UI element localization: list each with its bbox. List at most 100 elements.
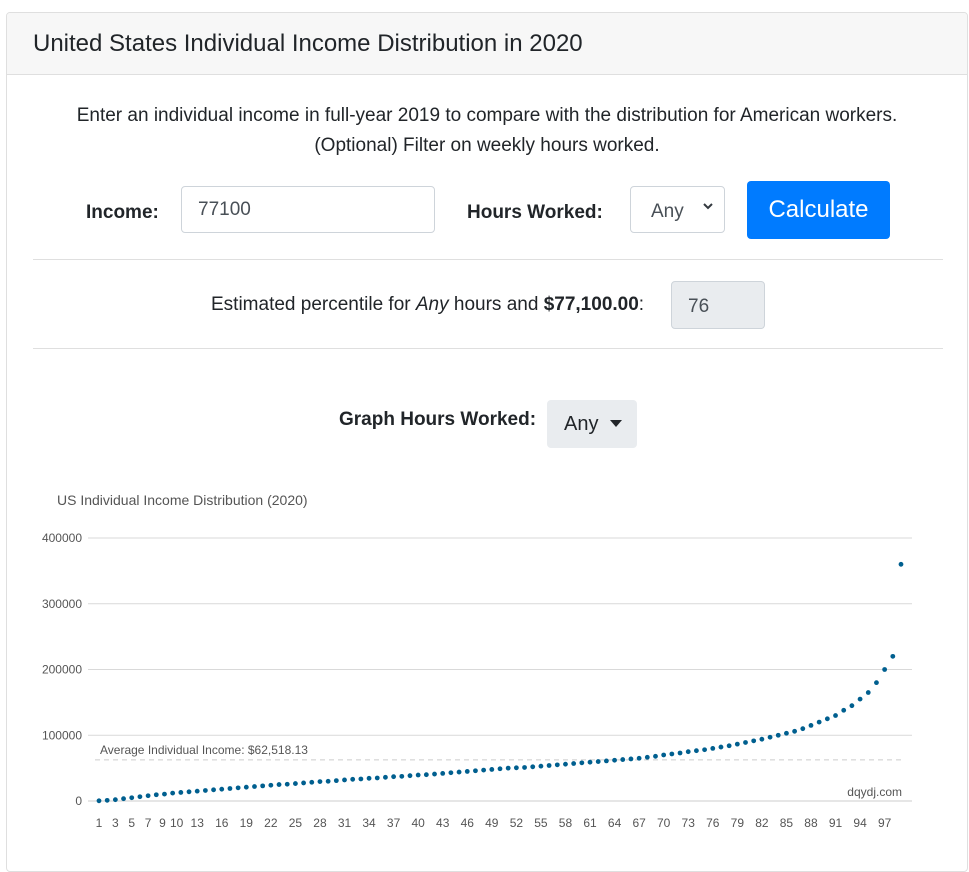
hours-worked-label: Hours Worked:: [467, 202, 603, 223]
data-point: [178, 790, 184, 795]
data-point: [456, 769, 462, 775]
data-point: [366, 775, 372, 781]
x-tick-label: 67: [632, 816, 646, 830]
data-point: [824, 716, 830, 722]
x-tick-label: 85: [780, 816, 794, 830]
data-point: [734, 741, 740, 747]
data-point: [702, 747, 707, 753]
y-tick-label: 0: [75, 794, 82, 808]
data-point: [587, 759, 593, 765]
chevron-down-icon: [702, 199, 714, 215]
x-tick-label: 88: [804, 816, 818, 830]
data-point: [129, 795, 135, 801]
data-point: [554, 762, 560, 768]
data-point: [219, 786, 225, 792]
data-point: [407, 773, 413, 779]
x-tick-label: 13: [191, 816, 205, 830]
result-hours: Any: [415, 294, 449, 315]
data-point: [137, 794, 143, 800]
data-point: [816, 719, 822, 725]
x-tick-label: 76: [706, 816, 720, 830]
data-point: [448, 770, 454, 776]
x-tick-label: 25: [289, 816, 303, 830]
calculate-button[interactable]: Calculate: [747, 181, 890, 239]
data-point: [603, 758, 609, 764]
data-point: [636, 755, 642, 761]
data-point: [644, 754, 650, 760]
x-tick-label: 64: [608, 816, 622, 830]
data-point: [96, 798, 102, 804]
x-tick-label: 31: [338, 816, 352, 830]
graph-hours-dropdown[interactable]: Any: [547, 400, 637, 448]
data-point: [252, 784, 257, 789]
data-point: [546, 763, 552, 768]
graph-hours-label: Graph Hours Worked:: [339, 409, 537, 430]
data-point: [391, 774, 397, 780]
x-tick-label: 73: [682, 816, 696, 830]
percentile-output: 76: [671, 281, 765, 329]
data-point: [513, 765, 519, 771]
income-input[interactable]: [181, 186, 435, 233]
data-point: [563, 761, 568, 767]
data-point: [530, 764, 536, 770]
x-tick-label: 19: [240, 816, 254, 830]
data-point: [358, 776, 364, 782]
y-tick-label: 300000: [42, 597, 82, 611]
page-title: United States Individual Income Distribu…: [33, 30, 583, 57]
data-point: [317, 779, 323, 785]
data-point: [743, 740, 748, 745]
x-tick-label: 55: [534, 816, 548, 830]
data-point: [628, 756, 634, 762]
x-tick-label: 49: [485, 816, 499, 830]
data-point: [481, 767, 487, 773]
result-amount: $77,100.00: [543, 294, 639, 315]
result-prefix: Estimated percentile for: [211, 294, 416, 315]
data-point: [653, 753, 658, 759]
data-point: [808, 722, 814, 728]
data-point: [301, 780, 306, 786]
data-point: [792, 728, 798, 734]
income-label: Income:: [86, 202, 159, 223]
data-point: [235, 785, 241, 791]
data-point: [333, 778, 339, 784]
income-distribution-card: United States Individual Income Distribu…: [6, 12, 968, 872]
x-tick-label: 37: [387, 816, 401, 830]
data-point: [423, 772, 429, 778]
data-point: [104, 797, 110, 803]
data-point: [202, 788, 208, 793]
x-tick-label: 46: [461, 816, 475, 830]
data-point: [620, 757, 626, 762]
intro-line-1: Enter an individual income in full-year …: [76, 105, 898, 126]
x-tick-label: 79: [731, 816, 745, 830]
divider: [33, 348, 943, 349]
x-tick-label: 52: [510, 816, 524, 830]
data-point: [800, 726, 806, 732]
data-point: [882, 667, 888, 672]
data-point: [350, 776, 356, 782]
data-point: [775, 732, 781, 738]
data-point: [833, 713, 838, 718]
x-tick-label: 7: [145, 816, 152, 830]
data-point: [489, 767, 495, 772]
hours-worked-select[interactable]: Any: [630, 186, 725, 233]
data-point: [112, 797, 118, 803]
y-tick-label: 400000: [42, 531, 82, 545]
data-point: [890, 653, 896, 659]
data-point: [571, 761, 577, 766]
percentile-result-text: Estimated percentile for Any hours and $…: [211, 293, 644, 317]
data-point: [170, 790, 176, 796]
data-point: [153, 792, 159, 798]
x-tick-label: 28: [313, 816, 327, 830]
divider: [33, 259, 943, 260]
y-tick-label: 100000: [42, 728, 82, 742]
data-point: [784, 730, 789, 736]
data-point: [759, 736, 765, 742]
data-point: [415, 772, 421, 778]
data-point: [121, 796, 126, 802]
data-point: [579, 760, 585, 766]
watermark: dqydj.com: [847, 785, 902, 799]
data-point: [186, 789, 192, 795]
data-point: [661, 752, 667, 758]
x-tick-label: 5: [128, 816, 135, 830]
x-tick-label: 40: [411, 816, 425, 830]
